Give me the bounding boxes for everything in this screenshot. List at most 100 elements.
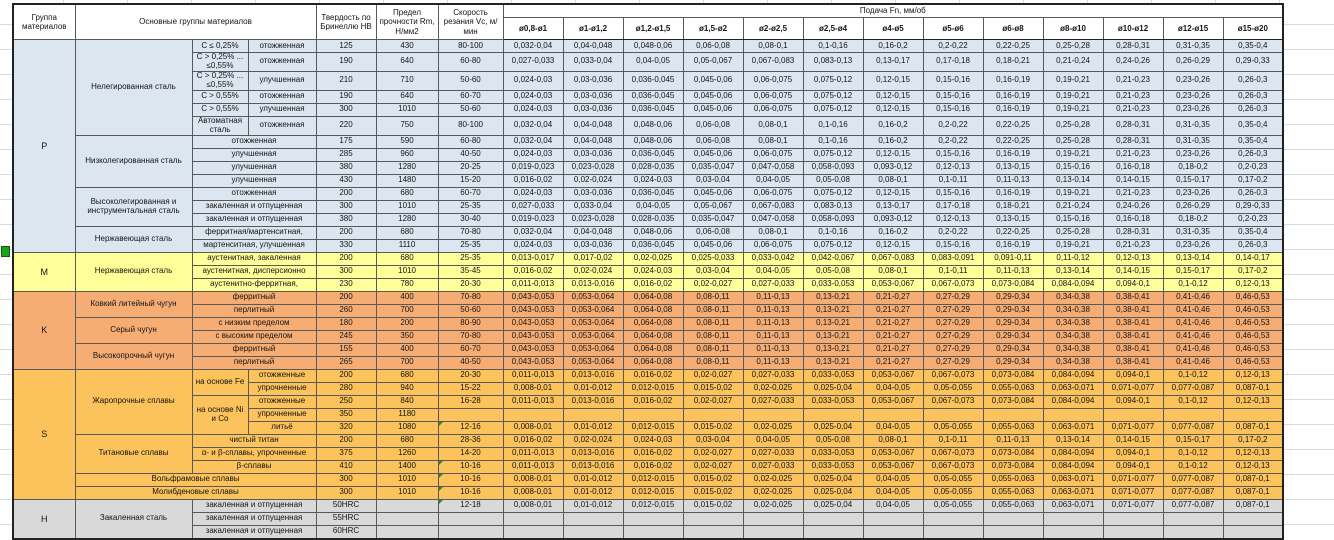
hardness-cell[interactable]: 380 xyxy=(315,160,377,175)
hardness-cell[interactable]: 375 xyxy=(315,446,377,461)
feed-cell[interactable]: 0,012-0,015 xyxy=(622,381,684,396)
feed-cell[interactable]: 0,064-0,08 xyxy=(622,290,684,305)
feed-cell[interactable]: 0,11-0,13 xyxy=(982,264,1044,279)
feed-cell[interactable]: 0,02-0,025 xyxy=(742,420,804,435)
feed-cell[interactable]: 0,043-0,053 xyxy=(502,316,564,331)
feed-cell[interactable]: 0,032-0,04 xyxy=(502,134,564,149)
feed-cell[interactable]: 0,26-0,3 xyxy=(1222,89,1284,104)
feed-cell[interactable]: 0,23-0,26 xyxy=(1162,89,1224,104)
feed-cell[interactable]: 0,16-0,19 xyxy=(982,89,1044,104)
feed-cell[interactable]: 0,25-0,28 xyxy=(1042,134,1104,149)
feed-cell[interactable]: 0,41-0,46 xyxy=(1162,329,1224,344)
feed-cell[interactable]: 0,28-0,31 xyxy=(1102,134,1164,149)
feed-cell[interactable]: 0,35-0,4 xyxy=(1222,115,1284,136)
feed-cell[interactable]: 0,16-0,2 xyxy=(862,39,924,53)
feed-cell[interactable]: 0,013-0,016 xyxy=(562,368,624,383)
feed-cell[interactable]: 0,053-0,067 xyxy=(862,446,924,461)
feed-cell[interactable]: 0,03-0,036 xyxy=(562,70,624,91)
feed-cell[interactable]: 0,17-0,2 xyxy=(1222,264,1284,279)
feed-cell[interactable]: 0,063-0,071 xyxy=(1042,420,1104,435)
feed-cell[interactable]: 0,053-0,064 xyxy=(562,329,624,344)
diameter-col-header[interactable]: ø4-ø5 xyxy=(862,17,924,40)
feed-cell[interactable]: 0,01-0,012 xyxy=(562,498,624,513)
feed-cell[interactable]: 0,013-0,017 xyxy=(502,251,564,266)
feed-cell[interactable]: 0,047-0,058 xyxy=(742,212,804,227)
feed-cell[interactable]: 0,033-0,04 xyxy=(562,52,624,72)
feed-cell[interactable]: 0,008-0,01 xyxy=(502,472,564,487)
feed-cell[interactable]: 0,15-0,16 xyxy=(922,238,984,253)
feed-cell[interactable]: 0,41-0,46 xyxy=(1162,316,1224,331)
feed-cell[interactable]: 0,12-0,15 xyxy=(862,89,924,104)
feed-cell[interactable]: 0,12-0,15 xyxy=(862,102,924,117)
hardness-cell[interactable]: 125 xyxy=(315,39,377,53)
feed-cell[interactable]: 0,25-0,28 xyxy=(1042,115,1104,136)
feed-cell[interactable]: 0,024-0,03 xyxy=(502,147,564,162)
feed-cell[interactable]: 0,027-0,033 xyxy=(742,459,804,474)
strength-cell[interactable] xyxy=(375,498,439,513)
feed-cell[interactable]: 0,22-0,25 xyxy=(982,134,1044,149)
strength-cell[interactable]: 1010 xyxy=(375,485,439,500)
feed-cell[interactable]: 0,04-0,05 xyxy=(862,498,924,513)
feed-cell[interactable]: 0,46-0,53 xyxy=(1222,342,1284,357)
feed-cell[interactable]: 0,11-0,13 xyxy=(742,303,804,318)
speed-cell[interactable]: 10-16 xyxy=(437,485,504,500)
feed-cell[interactable]: 0,2-0,22 xyxy=(922,134,984,149)
feed-cell[interactable]: 0,067-0,073 xyxy=(922,277,984,292)
speed-cell[interactable]: 12-18 xyxy=(437,498,504,513)
feed-cell[interactable]: 0,094-0,1 xyxy=(1102,459,1164,474)
header-feed-title[interactable]: Подача Fn, мм/об xyxy=(502,3,1284,18)
feed-cell[interactable]: 0,02-0,027 xyxy=(682,368,744,383)
feed-cell[interactable]: 0,34-0,38 xyxy=(1042,355,1104,370)
feed-cell[interactable]: 0,21-0,23 xyxy=(1102,186,1164,201)
feed-cell[interactable]: 0,15-0,16 xyxy=(1042,212,1104,227)
feed-cell[interactable]: 0,16-0,18 xyxy=(1102,160,1164,175)
feed-cell[interactable]: 0,013-0,016 xyxy=(562,459,624,474)
feed-cell[interactable]: 0,15-0,16 xyxy=(922,70,984,91)
feed-cell[interactable]: 0,015-0,02 xyxy=(682,472,744,487)
diameter-col-header[interactable]: ø2,5-ø4 xyxy=(802,17,864,40)
feed-cell[interactable]: 0,05-0,067 xyxy=(682,52,744,72)
feed-cell[interactable]: 0,036-0,045 xyxy=(622,186,684,201)
feed-cell[interactable]: 0,064-0,08 xyxy=(622,329,684,344)
speed-cell[interactable]: 28-36 xyxy=(437,433,504,448)
feed-cell[interactable]: 0,1-0,12 xyxy=(1162,368,1224,383)
feed-cell[interactable]: 0,067-0,073 xyxy=(922,368,984,383)
feed-cell[interactable]: 0,06-0,075 xyxy=(742,89,804,104)
feed-cell[interactable]: 0,13-0,15 xyxy=(982,160,1044,175)
feed-cell[interactable]: 0,071-0,077 xyxy=(1102,498,1164,513)
feed-cell[interactable]: 0,071-0,077 xyxy=(1102,420,1164,435)
feed-cell[interactable]: 0,16-0,19 xyxy=(982,186,1044,201)
feed-cell[interactable]: 0,016-0,02 xyxy=(502,433,564,448)
feed-cell[interactable]: 0,084-0,094 xyxy=(1042,277,1104,292)
feed-cell[interactable]: 0,31-0,35 xyxy=(1162,39,1224,53)
feed-cell[interactable]: 0,34-0,38 xyxy=(1042,329,1104,344)
feed-cell[interactable] xyxy=(502,407,564,422)
feed-cell[interactable]: 0,048-0,06 xyxy=(622,225,684,240)
feed-cell[interactable]: 0,043-0,053 xyxy=(502,303,564,318)
hardness-cell[interactable]: 280 xyxy=(315,381,377,396)
material-cell[interactable]: C ≤ 0,25% xyxy=(191,39,249,53)
hardness-cell[interactable]: 180 xyxy=(315,316,377,331)
feed-cell[interactable]: 0,047-0,058 xyxy=(742,160,804,175)
speed-cell[interactable]: 80-90 xyxy=(437,316,504,331)
strength-cell[interactable]: 1280 xyxy=(375,212,439,227)
material-cell[interactable]: отожженная xyxy=(247,39,317,53)
feed-cell[interactable]: 0,03-0,036 xyxy=(562,89,624,104)
material-cell[interactable]: отожженные xyxy=(247,394,317,409)
hardness-cell[interactable]: 350 xyxy=(315,407,377,422)
feed-cell[interactable]: 0,17-0,2 xyxy=(1222,173,1284,188)
feed-cell[interactable] xyxy=(1102,511,1164,526)
feed-cell[interactable]: 0,028-0,035 xyxy=(622,160,684,175)
feed-cell[interactable]: 0,08-0,1 xyxy=(742,39,804,53)
feed-cell[interactable]: 0,024-0,03 xyxy=(622,433,684,448)
feed-cell[interactable]: 0,094-0,1 xyxy=(1102,394,1164,409)
feed-cell[interactable]: 0,21-0,23 xyxy=(1102,89,1164,104)
feed-cell[interactable]: 0,27-0,29 xyxy=(922,342,984,357)
feed-cell[interactable]: 0,013-0,016 xyxy=(562,394,624,409)
feed-cell[interactable]: 0,067-0,073 xyxy=(922,459,984,474)
feed-cell[interactable]: 0,033-0,053 xyxy=(802,459,864,474)
feed-cell[interactable]: 0,23-0,26 xyxy=(1162,238,1224,253)
speed-cell[interactable]: 10-16 xyxy=(437,459,504,474)
feed-cell[interactable]: 0,012-0,015 xyxy=(622,498,684,513)
feed-cell[interactable]: 0,27-0,29 xyxy=(922,303,984,318)
